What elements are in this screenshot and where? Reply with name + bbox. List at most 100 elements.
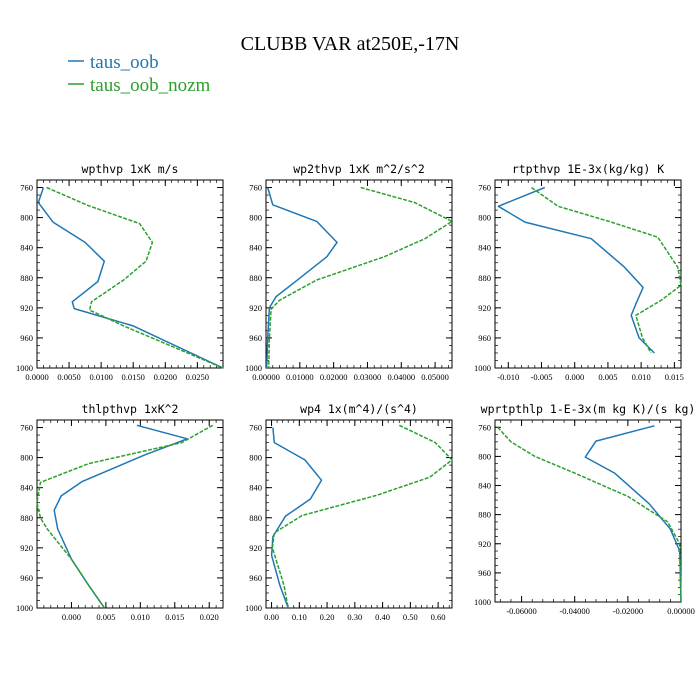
panel-title: thlpthvp 1xK^2 [82,402,179,416]
x-tick-label: 0.0100 [89,372,112,382]
x-tick-label: 0.10 [292,612,307,622]
y-tick-label: 800 [20,453,33,463]
panel-6: wprtpthlp 1-E-3x(m kg K)/(s kg) -0.06000 -… [474,402,695,616]
x-tick-label: 0.00000 [252,372,280,382]
y-tick-label: 840 [20,243,33,253]
x-tick-label: 0.50 [403,612,418,622]
series-line-taus-oob-nozm [531,186,682,354]
plot-frame [265,179,453,369]
y-tick-label: 960 [478,333,491,343]
y-tick-label: 800 [249,213,262,223]
series-line-taus-oob-nozm [267,186,453,369]
y-tick-label: 800 [249,453,262,463]
x-tick-label: 0.020 [200,612,219,622]
x-tick-label: 0.40 [375,612,390,622]
x-tick-label: 0.20 [320,612,335,622]
y-tick-label: 920 [20,303,33,313]
y-tick-label: 760 [249,423,262,433]
panel-title: wp4 1x(m^4)/(s^4) [300,402,418,416]
x-tick-label: 0.01000 [286,372,314,382]
x-tick-label: 0.0200 [154,372,177,382]
plot-frame [36,179,224,369]
x-tick-label: 0.015 [665,372,684,382]
series-line-taus-oob-nozm [271,424,453,609]
series-line-taus-oob [37,187,224,369]
plot-frame [494,419,682,603]
y-tick-label: 880 [249,273,262,283]
figure-title: CLUBB VAR at250E,-17N [241,33,460,55]
y-tick-label: 840 [20,483,33,493]
x-tick-label: -0.02000 [613,606,643,616]
legend-label-taus-oob: taus_oob [90,52,159,73]
series-line-taus-oob [497,186,655,354]
x-tick-label: 0.0150 [122,372,145,382]
x-tick-label: 0.60 [431,612,446,622]
x-tick-label: 0.00000 [667,606,695,616]
panel-title: wprtpthlp 1-E-3x(m kg K)/(s kg) [481,402,696,416]
y-tick-label: 760 [478,422,491,432]
panel-title: wp2thvp 1xK m^2/s^2 [293,162,425,176]
panel-5: wp4 1x(m^4)/(s^4) 0.00 0.10 0.20 0.30 0.40 0.5… [245,402,453,622]
x-tick-label: -0.04000 [559,606,589,616]
y-tick-label: 960 [249,333,262,343]
x-tick-label: 0.000 [565,372,584,382]
y-tick-label: 1000 [474,597,491,607]
y-tick-label: 920 [478,303,491,313]
series-line-taus-oob [584,425,682,603]
y-tick-label: 760 [20,183,33,193]
x-tick-label: 0.010 [131,612,150,622]
legend-label-taus-oob-nozm: taus_oob_nozm [90,75,211,96]
y-tick-label: 800 [20,213,33,223]
y-tick-label: 920 [249,543,262,553]
x-tick-label: 0.0000 [25,372,48,382]
x-tick-label: -0.005 [531,372,553,382]
x-tick-label: 0.005 [96,612,115,622]
series-line-taus-oob-nozm [46,186,224,369]
y-tick-label: 880 [478,510,491,520]
y-tick-label: 920 [478,539,491,549]
x-tick-label: 0.00 [264,612,279,622]
x-tick-label: 0.30 [347,612,362,622]
x-tick-label: 0.0050 [57,372,80,382]
plot-frame [36,419,224,609]
x-tick-label: 0.000 [62,612,81,622]
y-tick-label: 1000 [474,363,491,373]
y-tick-label: 840 [478,481,491,491]
x-tick-label: 0.02000 [320,372,348,382]
y-tick-label: 880 [478,273,491,283]
y-tick-label: 840 [249,243,262,253]
y-tick-label: 1000 [245,603,262,613]
y-tick-label: 840 [478,243,491,253]
x-tick-label: 0.0250 [186,372,209,382]
y-tick-label: 800 [478,451,491,461]
panels: wpthvp 1xK m/s 0.0000 0.0050 0.0100 0.0150 0.… [16,162,695,622]
y-tick-label: 1000 [16,603,33,613]
panel-4: thlpthvp 1xK^2 0.000 0.005 0.010 0.015 0.020 7… [16,402,224,622]
panel-1: wpthvp 1xK m/s 0.0000 0.0050 0.0100 0.0150 0.… [16,162,224,382]
y-tick-label: 960 [20,333,33,343]
x-tick-label: 0.010 [632,372,651,382]
legend: taus_oob taus_oob_nozm [68,52,211,96]
y-tick-label: 960 [249,573,262,583]
plot-frame [265,419,453,609]
panel-title: wpthvp 1xK m/s [82,162,179,176]
series-line-taus-oob-nozm [497,426,682,603]
y-tick-label: 760 [478,183,491,193]
series-line-taus-oob-nozm [36,424,214,609]
y-tick-label: 880 [249,513,262,523]
y-tick-label: 960 [478,568,491,578]
y-tick-label: 880 [20,273,33,283]
y-tick-label: 920 [20,543,33,553]
y-tick-label: 760 [20,423,33,433]
x-tick-label: 0.015 [165,612,184,622]
y-tick-label: 1000 [245,363,262,373]
y-tick-label: 920 [249,303,262,313]
y-tick-label: 760 [249,183,262,193]
series-line-taus-oob [265,187,338,369]
y-tick-label: 880 [20,513,33,523]
x-tick-label: -0.010 [497,372,519,382]
y-tick-label: 960 [20,573,33,583]
series-line-taus-oob [53,424,188,609]
y-tick-label: 1000 [16,363,33,373]
